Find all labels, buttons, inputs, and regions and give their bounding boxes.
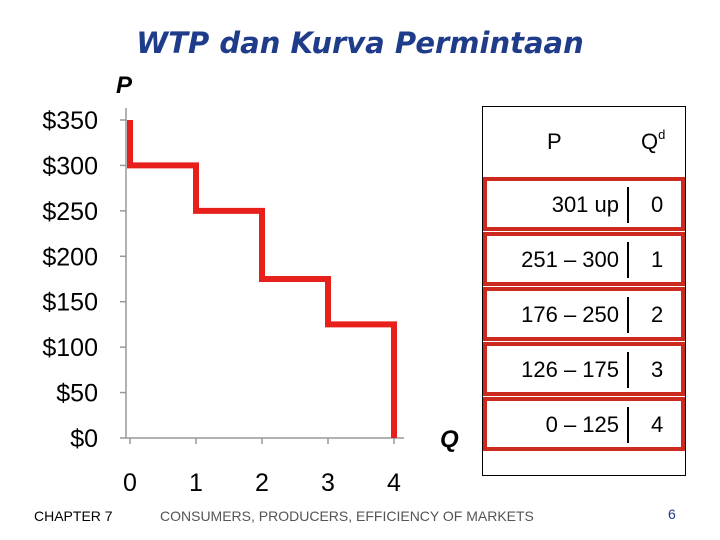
column-divider (627, 187, 629, 223)
column-divider (627, 242, 629, 278)
price-range-cell: 126 – 175 (521, 357, 619, 382)
table-row: 126 – 175 3 (483, 342, 685, 396)
footer-chapter: CHAPTER 7 (34, 508, 113, 524)
quantity-cell: 2 (651, 302, 664, 327)
column-divider (627, 352, 629, 388)
table-header: P Qd (483, 107, 685, 177)
table-row: 0 – 125 4 (483, 397, 685, 451)
quantity-cell: 1 (651, 247, 664, 272)
table-row: 176 – 250 2 (483, 287, 685, 341)
quantity-cell: 4 (651, 412, 664, 437)
series-group (127, 120, 397, 438)
footer-subject: CONSUMERS, PRODUCERS, EFFICIENCY OF MARK… (160, 508, 534, 524)
x-tick-label: 2 (255, 469, 269, 497)
y-tick-label: $300 (42, 152, 98, 180)
y-tick-label: $200 (42, 243, 98, 271)
x-tick-label: 1 (189, 469, 203, 497)
y-tick-label: $250 (42, 198, 98, 226)
table-row: 301 up 0 (483, 177, 685, 231)
x-tick-label: 0 (123, 469, 137, 497)
price-range-cell: 0 – 125 (545, 412, 619, 437)
header-q-letter: Q (641, 129, 659, 154)
price-range-cell: 176 – 250 (521, 302, 619, 327)
slide-title: WTP dan Kurva Permintaan (136, 26, 584, 60)
header-qd: Qd (641, 127, 666, 155)
table-row: 251 – 300 1 (483, 232, 685, 286)
price-range-cell: 301 up (551, 192, 619, 217)
price-range-cell: 251 – 300 (521, 247, 619, 272)
x-axis-label: Q (440, 426, 459, 453)
y-tick-label: $150 (42, 289, 98, 317)
y-tick-label: $0 (70, 425, 98, 453)
x-tick-label: 4 (387, 469, 401, 497)
column-divider (627, 407, 629, 443)
x-tick-label: 3 (321, 469, 335, 497)
quantity-cell: 3 (651, 357, 664, 382)
y-axis-label: P (116, 72, 133, 99)
column-divider (627, 297, 629, 333)
header-p: P (547, 129, 562, 154)
y-ticks: $0 $50 $100 $150 $200 $250 $300 $350 (42, 107, 126, 453)
page-number: 6 (668, 506, 676, 522)
y-tick-label: $350 (42, 107, 98, 135)
x-ticks: 0 1 2 3 4 (123, 438, 401, 497)
y-tick-label: $50 (56, 380, 98, 408)
demand-step-line (127, 120, 397, 438)
axes (125, 108, 404, 439)
y-tick-label: $100 (42, 334, 98, 362)
quantity-cell: 0 (651, 192, 664, 217)
wtp-table: P Qd 301 up 0 251 – 300 1 176 – 250 2 126 – 17… (482, 106, 686, 476)
header-q-superscript: d (658, 127, 666, 142)
